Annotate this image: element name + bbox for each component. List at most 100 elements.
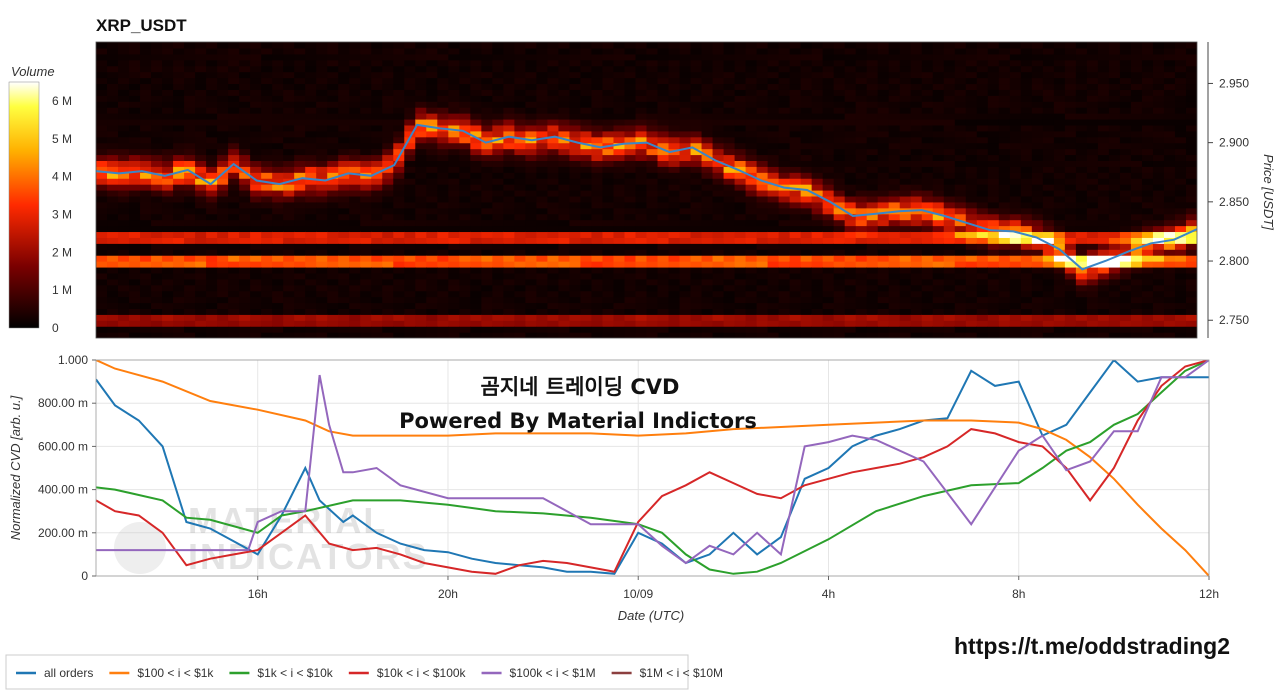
heatmap-cell	[305, 231, 317, 238]
heatmap-cell	[943, 107, 956, 114]
heatmap-cell	[976, 136, 989, 144]
heatmap-cell	[239, 172, 251, 179]
heatmap-cell	[668, 136, 681, 144]
heatmap-cell	[690, 249, 703, 256]
heatmap-cell	[349, 83, 361, 90]
heatmap-cell	[635, 148, 648, 156]
heatmap-cell	[1130, 113, 1143, 120]
heatmap-cell	[965, 296, 978, 304]
heatmap-cell	[1064, 184, 1077, 191]
heatmap-cell	[228, 201, 240, 209]
heatmap-cell	[140, 284, 152, 292]
heatmap-cell	[976, 290, 989, 298]
heatmap-cell	[140, 296, 152, 304]
heatmap-cell	[1152, 255, 1165, 262]
heatmap-cell	[668, 278, 681, 286]
heatmap-cell	[1097, 272, 1110, 280]
heatmap-cell	[657, 178, 670, 185]
heatmap-cell	[426, 154, 438, 161]
heatmap-cell	[657, 65, 670, 73]
heatmap-cell	[932, 160, 945, 167]
heatmap-cell	[437, 314, 449, 321]
heatmap-cell	[481, 314, 493, 321]
heatmap-cell	[855, 249, 868, 256]
heatmap-cell	[162, 266, 174, 274]
heatmap-cell	[514, 160, 526, 167]
heatmap-cell	[965, 278, 978, 286]
heatmap-cell	[734, 101, 747, 108]
heatmap-cell	[492, 332, 504, 338]
heatmap-cell	[602, 42, 615, 49]
heatmap-cell	[1009, 148, 1022, 156]
heatmap-cell	[195, 65, 207, 73]
heatmap-cell	[327, 160, 339, 167]
heatmap-cell	[459, 190, 471, 197]
heatmap-cell	[481, 65, 493, 73]
heatmap-cell	[547, 59, 560, 67]
heatmap-cell	[184, 89, 196, 96]
heatmap-cell	[987, 219, 1000, 227]
heatmap-cell	[701, 272, 714, 280]
heatmap-cell	[789, 243, 802, 250]
heatmap-cell	[371, 154, 383, 161]
heatmap-cell	[877, 47, 890, 55]
heatmap-cell	[712, 148, 725, 156]
heatmap-cell	[547, 213, 560, 221]
heatmap-cell	[360, 332, 372, 338]
heatmap-cell	[1097, 65, 1110, 73]
heatmap-cell	[844, 320, 857, 327]
heatmap-cell	[569, 53, 582, 61]
heatmap-cell	[877, 278, 890, 286]
heatmap-cell	[635, 266, 648, 274]
heatmap-cell	[129, 130, 141, 138]
heatmap-cell	[327, 290, 339, 298]
heatmap-cell	[965, 314, 978, 321]
heatmap-cell	[492, 154, 504, 161]
heatmap-cell	[778, 290, 791, 298]
heatmap-cell	[239, 195, 251, 203]
heatmap-cell	[1119, 130, 1132, 138]
heatmap-cell	[866, 148, 879, 156]
heatmap-cell	[800, 207, 813, 215]
heatmap-cell	[404, 284, 416, 292]
heatmap-cell	[679, 332, 692, 338]
heatmap-cell	[349, 308, 361, 315]
heatmap-cell	[613, 219, 626, 227]
heatmap-cell	[624, 278, 637, 286]
heatmap-cell	[261, 237, 273, 244]
heatmap-cell	[910, 213, 923, 221]
heatmap-cell	[1163, 308, 1176, 315]
heatmap-cell	[712, 89, 725, 96]
heatmap-cell	[1141, 225, 1154, 233]
heatmap-cell	[514, 136, 526, 144]
heatmap-cell	[1009, 101, 1022, 108]
heatmap-cell	[624, 213, 637, 221]
heatmap-cell	[712, 107, 725, 114]
heatmap-cell	[1075, 261, 1088, 268]
heatmap-cell	[1053, 71, 1066, 79]
heatmap-cell	[712, 314, 725, 321]
heatmap-cell	[437, 213, 449, 221]
heatmap-cell	[404, 142, 416, 150]
heatmap-cell	[756, 142, 769, 150]
heatmap-cell	[360, 326, 372, 333]
heatmap-cell	[283, 296, 295, 304]
heatmap-cell	[767, 166, 780, 173]
heatmap-cell	[547, 101, 560, 108]
heatmap-cell	[646, 207, 659, 215]
heatmap-cell	[470, 278, 482, 286]
heatmap-cell	[1020, 53, 1033, 61]
heatmap-cell	[228, 314, 240, 321]
heatmap-cell	[382, 89, 394, 96]
heatmap-cell	[261, 213, 273, 221]
heatmap-cell	[756, 284, 769, 292]
heatmap-cell	[1130, 284, 1143, 292]
heatmap-cell	[173, 190, 185, 197]
heatmap-cell	[910, 314, 923, 321]
heatmap-cell	[998, 113, 1011, 120]
heatmap-cell	[888, 95, 901, 102]
heatmap-cell	[789, 296, 802, 304]
heatmap-cell	[536, 302, 549, 309]
heatmap-cell	[107, 65, 119, 73]
heatmap-cell	[855, 320, 868, 327]
